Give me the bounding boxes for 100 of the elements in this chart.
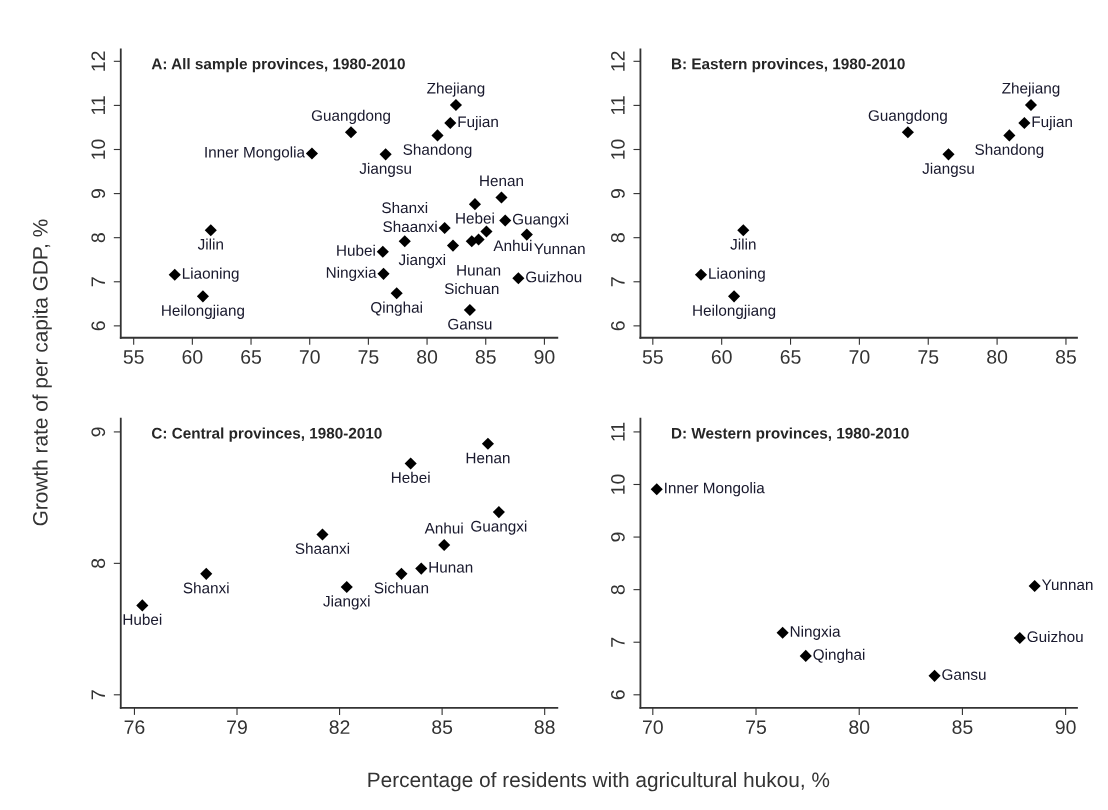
y-tick-label: 8 [91, 558, 106, 568]
point [200, 567, 213, 580]
annotation: Hubei [123, 613, 162, 625]
x-tick-label: 55 [642, 350, 663, 364]
point [340, 580, 353, 594]
annotation: Inner Mongolia [205, 146, 305, 161]
x-tick-label: 85 [952, 720, 973, 735]
point [650, 483, 663, 496]
annotation: Ningxia [326, 266, 377, 281]
y-tick-label: 8 [91, 233, 106, 243]
annotation: Henan [466, 452, 510, 464]
point [377, 267, 390, 280]
annotation: Anhui [493, 239, 532, 252]
point [1024, 98, 1038, 112]
y-tick-label: 7 [91, 277, 105, 287]
point [415, 562, 428, 575]
point [928, 669, 941, 682]
x-tick-label: 65 [780, 350, 801, 364]
annotation: Sichuan [444, 282, 499, 295]
point [728, 290, 741, 303]
y-tick-label: 7 [91, 690, 105, 700]
point [344, 126, 358, 139]
y-tick-label: 9 [91, 189, 106, 199]
point [512, 272, 525, 285]
annotation: Qinghai [813, 648, 865, 664]
x-tick-label: 70 [299, 350, 320, 364]
y-tick-label: 11 [611, 422, 625, 441]
annotation: Guizhou [526, 271, 582, 283]
point [480, 225, 493, 238]
point [305, 147, 318, 160]
annotation: Shaanxi [295, 542, 350, 554]
point [481, 437, 494, 450]
point [204, 224, 217, 237]
point [901, 126, 914, 139]
annotation: Anhui [424, 522, 463, 534]
annotation: Shanxi [382, 201, 428, 214]
annotation: Gansu [942, 669, 986, 680]
point [431, 129, 444, 142]
annotation: Yunnan [1041, 579, 1093, 591]
annotation: Shandong [975, 143, 1044, 158]
annotation: Jiangxi [323, 595, 370, 610]
point [468, 198, 481, 211]
y-tick-label: 6 [91, 321, 106, 331]
point [438, 221, 451, 235]
point [376, 245, 389, 258]
annotation: Jiangsu [922, 162, 974, 177]
point [694, 268, 708, 281]
x-tick-label: 75 [746, 720, 767, 735]
point [196, 290, 209, 303]
point [1003, 129, 1016, 142]
x-tick-label: 90 [1055, 720, 1076, 735]
annotation: Zhejiang [1002, 82, 1060, 97]
x-tick-label: 80 [417, 350, 438, 364]
point [316, 528, 329, 541]
point [1018, 116, 1031, 130]
x-tick-label: 80 [987, 350, 1008, 364]
annotation: Liaoning [709, 267, 765, 282]
x-tick-label: 70 [642, 720, 663, 735]
point [799, 649, 812, 662]
y-tick-label: 11 [91, 96, 105, 115]
point [444, 116, 457, 130]
y-tick-label: 9 [611, 532, 625, 542]
point [446, 239, 460, 252]
point [438, 538, 451, 552]
point [395, 567, 408, 580]
annotation: Jiangsu [359, 162, 411, 177]
y-tick-label: 10 [91, 139, 106, 159]
annotation: Yunnan [534, 243, 585, 255]
annotation: Ningxia [790, 625, 841, 640]
x-tick-label: 79 [227, 720, 247, 735]
x-tick-label: 65 [241, 350, 262, 364]
x-axis-title: Percentage of residents with agricultural hukou, % [368, 771, 830, 792]
point [499, 214, 512, 227]
annotation: Inner Mongolia [665, 482, 765, 497]
point [168, 268, 181, 281]
annotation: Guangdong [311, 109, 390, 124]
x-tick-label: 85 [1055, 350, 1076, 364]
annotation: Qinghai [371, 301, 422, 316]
annotation: Fujian [1032, 115, 1072, 131]
point [463, 303, 476, 317]
annotation: Hunan [429, 562, 473, 573]
y-tick-label: 9 [91, 427, 106, 437]
point [379, 148, 392, 161]
annotation: Hebei [391, 471, 430, 484]
annotation: Zhejiang [427, 82, 485, 97]
text: C: Central provinces, 1980-2010 [151, 427, 382, 442]
point [737, 224, 750, 237]
y-tick-label: 10 [611, 139, 625, 159]
text: D: Western provinces, 1980-2010 [672, 427, 909, 442]
annotation: Shandong [403, 143, 472, 158]
point [390, 287, 403, 300]
y-tick-label: 8 [611, 585, 625, 595]
x-tick-label: 75 [358, 350, 379, 364]
point [1013, 631, 1026, 645]
annotation: Guangdong [868, 109, 947, 124]
annotation: Liaoning [182, 267, 239, 282]
point [1028, 579, 1041, 593]
annotation: Shaanxi [383, 220, 437, 233]
text: B: Eastern provinces, 1980-2010 [672, 58, 905, 73]
annotation: Hunan [457, 265, 501, 276]
